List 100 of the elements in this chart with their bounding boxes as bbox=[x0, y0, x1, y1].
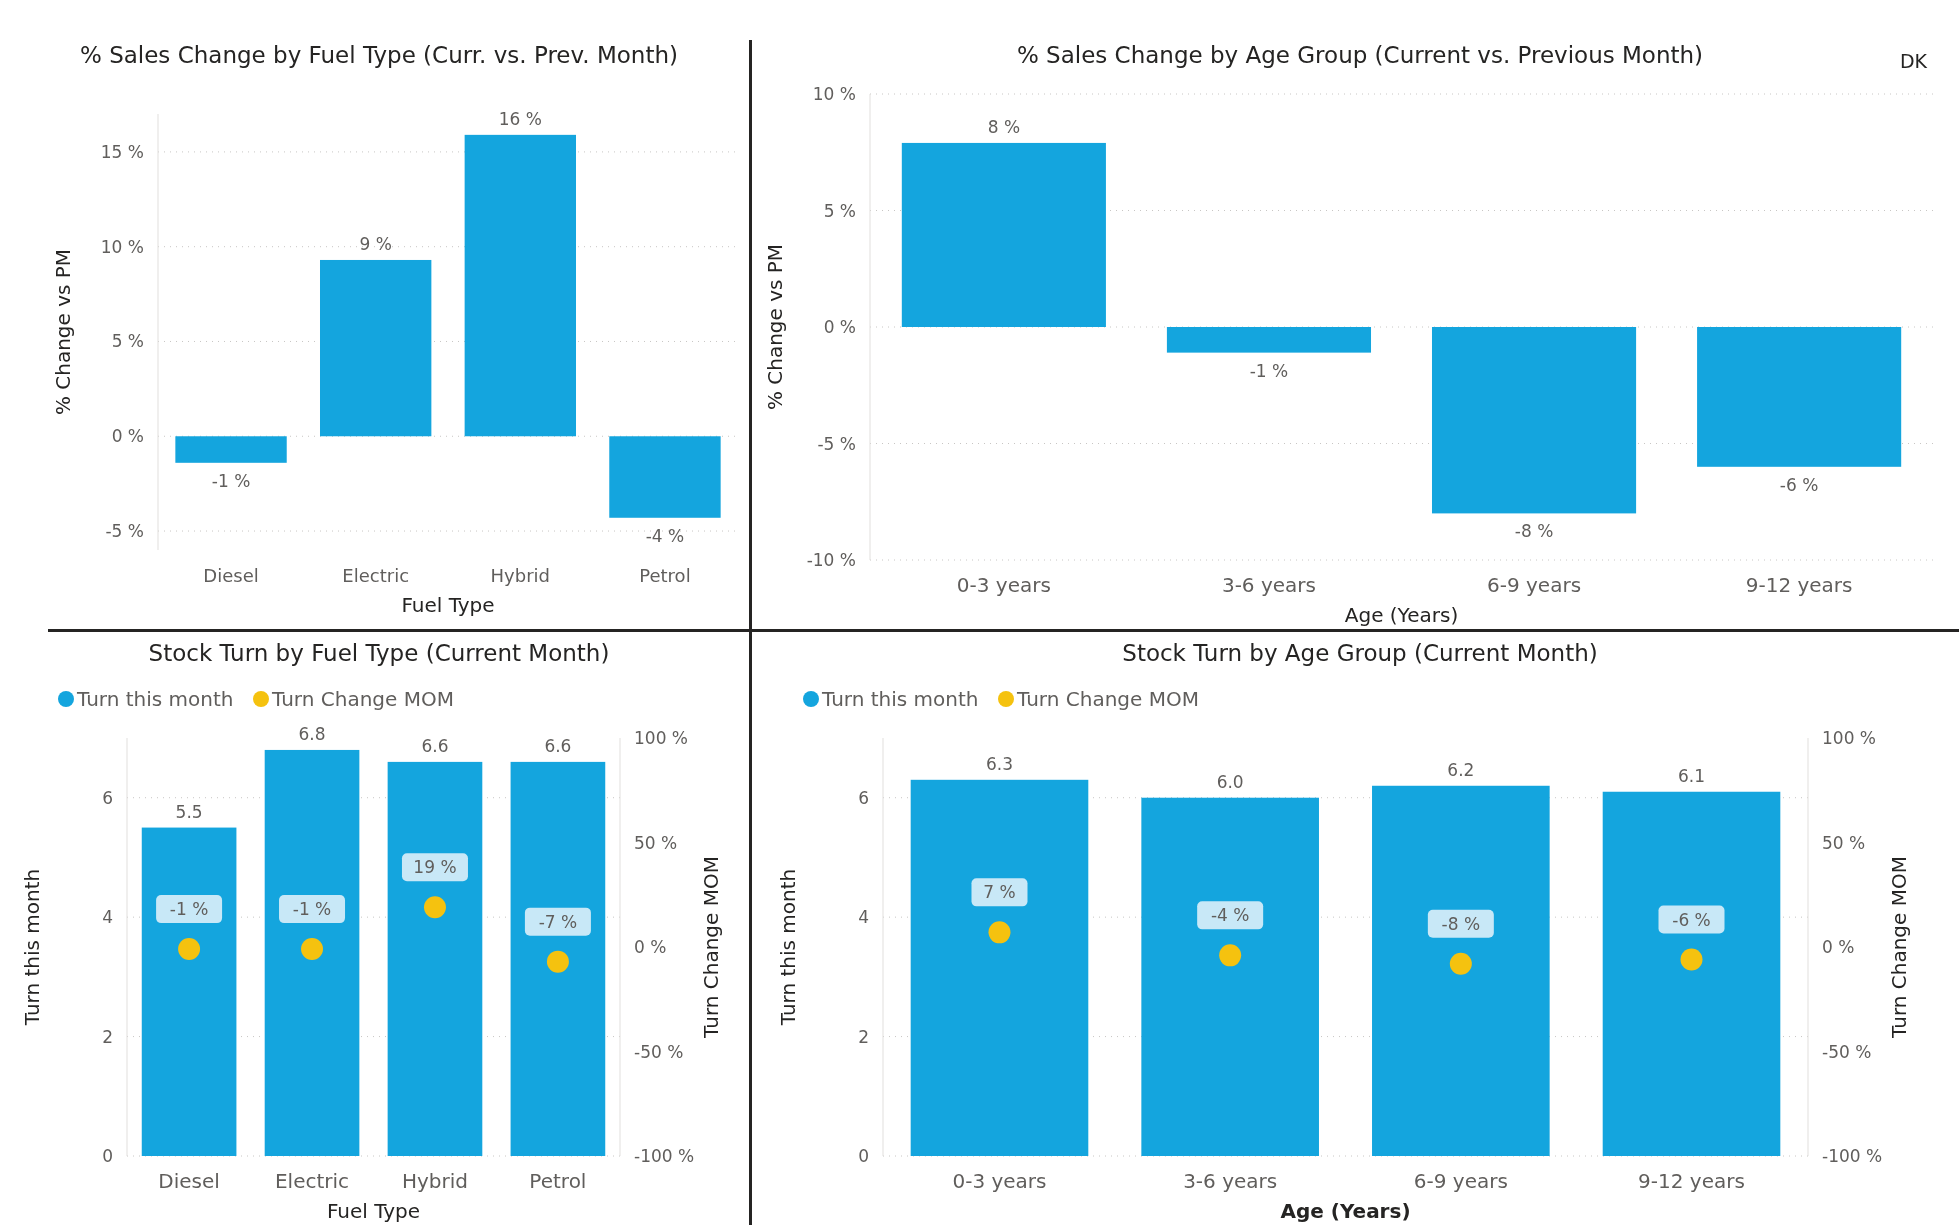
data-label: -8 % bbox=[1514, 521, 1554, 542]
x-axis-title: Fuel Type bbox=[326, 1199, 421, 1223]
y-tick-label: -5 % bbox=[105, 521, 144, 542]
x-tick-label: Hybrid bbox=[401, 1169, 468, 1193]
y-tick-label: 0 % bbox=[111, 426, 144, 447]
x-tick-label: Diesel bbox=[203, 565, 259, 586]
data-label: -6 % bbox=[1779, 474, 1819, 495]
bar bbox=[387, 761, 483, 1156]
data-label: -4 % bbox=[1210, 905, 1250, 926]
y-axis-title: % Change vs PM bbox=[51, 248, 75, 416]
point bbox=[423, 896, 446, 919]
x-tick-label: 0-3 years bbox=[952, 1169, 1047, 1193]
bar bbox=[1372, 785, 1550, 1156]
data-label: 9 % bbox=[359, 233, 392, 254]
x-axis-title: Age (Years) bbox=[1280, 1199, 1411, 1223]
bar bbox=[141, 827, 237, 1156]
y-axis-title: Turn this month bbox=[776, 868, 800, 1027]
y-tick-label: 0 bbox=[102, 1146, 113, 1166]
data-label: -8 % bbox=[1441, 913, 1481, 934]
data-label: 16 % bbox=[498, 108, 542, 129]
y2-tick-label: 100 % bbox=[634, 728, 689, 748]
y2-tick-label: -50 % bbox=[1822, 1041, 1872, 1062]
x-tick-label: 0-3 years bbox=[956, 573, 1051, 597]
y-tick-label: 15 % bbox=[100, 141, 144, 162]
data-label: -4 % bbox=[645, 525, 685, 546]
x-tick-label: Electric bbox=[274, 1169, 350, 1193]
bar bbox=[510, 761, 606, 1156]
y2-tick-label: 50 % bbox=[1822, 832, 1866, 853]
chart-title: Stock Turn by Age Group (Current Month) bbox=[1122, 640, 1598, 666]
y-tick-label: 5 % bbox=[111, 331, 144, 352]
data-label: 5.5 bbox=[175, 801, 203, 822]
data-label: 6.6 bbox=[544, 735, 572, 756]
x-tick-label: Electric bbox=[342, 565, 410, 586]
data-label: -1 % bbox=[1249, 360, 1289, 381]
legend-label: Turn this month bbox=[821, 687, 979, 711]
y2-tick-label: 0 % bbox=[1822, 937, 1855, 957]
y-tick-label: 10 % bbox=[812, 84, 856, 104]
x-tick-label: 9-12 years bbox=[1745, 573, 1853, 597]
bar bbox=[464, 134, 577, 437]
y-tick-label: 2 bbox=[858, 1026, 869, 1047]
data-label: 6.8 bbox=[298, 723, 326, 744]
x-tick-label: Hybrid bbox=[490, 565, 551, 586]
y2-tick-label: -50 % bbox=[634, 1041, 684, 1062]
text: DK bbox=[1899, 50, 1928, 72]
point bbox=[1449, 952, 1472, 975]
y-tick-label: 5 % bbox=[823, 200, 856, 221]
bar bbox=[264, 749, 360, 1156]
data-label: 6.0 bbox=[1216, 771, 1244, 792]
y2-tick-label: 100 % bbox=[1822, 728, 1877, 748]
bar bbox=[1602, 791, 1781, 1156]
data-label: 7 % bbox=[983, 882, 1016, 903]
data-label: 6.1 bbox=[1677, 765, 1706, 786]
y-tick-label: 10 % bbox=[100, 236, 144, 257]
x-axis-title: Fuel Type bbox=[401, 593, 495, 617]
y-tick-label: 2 bbox=[102, 1026, 113, 1047]
y-tick-label: 4 bbox=[102, 907, 113, 928]
y-tick-label: 4 bbox=[858, 907, 869, 928]
data-label: -1 % bbox=[211, 470, 251, 491]
legend-label: Turn this month bbox=[76, 687, 234, 711]
y-axis-title: Turn this month bbox=[20, 868, 44, 1027]
legend-label: Turn Change MOM bbox=[271, 687, 454, 711]
x-tick-label: 3-6 years bbox=[1183, 1169, 1278, 1193]
y-tick-label: -5 % bbox=[817, 433, 856, 454]
chart-title: Stock Turn by Fuel Type (Current Month) bbox=[148, 640, 610, 666]
y-tick-label: 6 bbox=[858, 787, 869, 808]
data-label: 6.3 bbox=[985, 753, 1014, 774]
data-label: 6.2 bbox=[1447, 759, 1475, 780]
x-tick-label: Petrol bbox=[639, 565, 691, 586]
bar bbox=[175, 436, 287, 463]
point bbox=[988, 921, 1011, 944]
y-tick-label: -10 % bbox=[806, 550, 856, 570]
chart-title: % Sales Change by Fuel Type (Curr. vs. Prev. Month) bbox=[79, 42, 679, 68]
x-tick-label: 3-6 years bbox=[1221, 573, 1316, 597]
x-tick-label: 9-12 years bbox=[1638, 1169, 1745, 1193]
point bbox=[178, 938, 201, 961]
x-tick-label: Diesel bbox=[158, 1169, 220, 1193]
data-label: -7 % bbox=[538, 911, 578, 932]
data-label: 6.6 bbox=[421, 735, 449, 756]
data-label: -1 % bbox=[169, 899, 209, 920]
bar bbox=[910, 779, 1089, 1156]
legend-label: Turn Change MOM bbox=[1016, 687, 1199, 711]
x-tick-label: Petrol bbox=[529, 1169, 587, 1193]
data-label: 19 % bbox=[413, 857, 457, 878]
y-tick-label: 6 bbox=[102, 787, 113, 808]
y-tick-label: 0 % bbox=[823, 317, 856, 337]
data-label: 8 % bbox=[987, 116, 1021, 137]
bar bbox=[609, 436, 721, 518]
bar bbox=[320, 259, 432, 437]
x-axis-title: Age (Years) bbox=[1344, 603, 1459, 627]
data-label: -6 % bbox=[1672, 909, 1711, 930]
x-tick-label: 6-9 years bbox=[1413, 1169, 1508, 1193]
data-label: -1 % bbox=[292, 899, 332, 920]
point bbox=[1680, 948, 1703, 971]
point bbox=[1219, 944, 1242, 967]
y2-tick-label: -100 % bbox=[1822, 1146, 1883, 1166]
point bbox=[546, 950, 569, 973]
x-tick-label: 6-9 years bbox=[1487, 573, 1582, 597]
point bbox=[301, 938, 324, 961]
y2-axis-title: Turn Change MOM bbox=[699, 856, 723, 1039]
y2-tick-label: 50 % bbox=[634, 832, 678, 853]
